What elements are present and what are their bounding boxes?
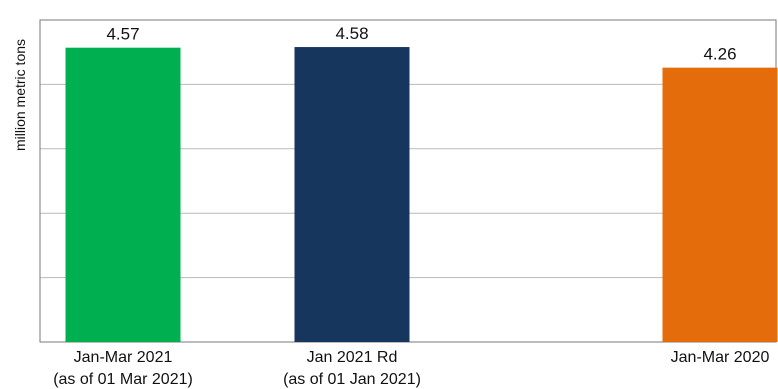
category-label-2-line-2: (as of 01 Jan 2021) (283, 371, 421, 388)
category-label-2-line-1: Jan 2021 Rd (307, 349, 398, 366)
value-label-1: 4.57 (106, 25, 139, 44)
value-labels: 4.57 4.58 4.26 (106, 24, 736, 64)
y-axis-title: million metric tons (12, 39, 28, 151)
value-label-3: 4.26 (703, 45, 736, 64)
bar-1 (65, 47, 181, 342)
bar-2 (294, 47, 410, 342)
category-label-3-line-1: Jan-Mar 2020 (671, 349, 770, 366)
category-label-1-line-1: Jan-Mar 2021 (74, 349, 173, 366)
category-label-1-line-2: (as of 01 Mar 2021) (53, 371, 193, 388)
value-label-2: 4.58 (335, 24, 368, 43)
bar-series (65, 47, 778, 342)
bar-3 (662, 67, 778, 342)
category-labels: Jan-Mar 2021 (as of 01 Mar 2021) Jan 2021 … (53, 349, 769, 388)
